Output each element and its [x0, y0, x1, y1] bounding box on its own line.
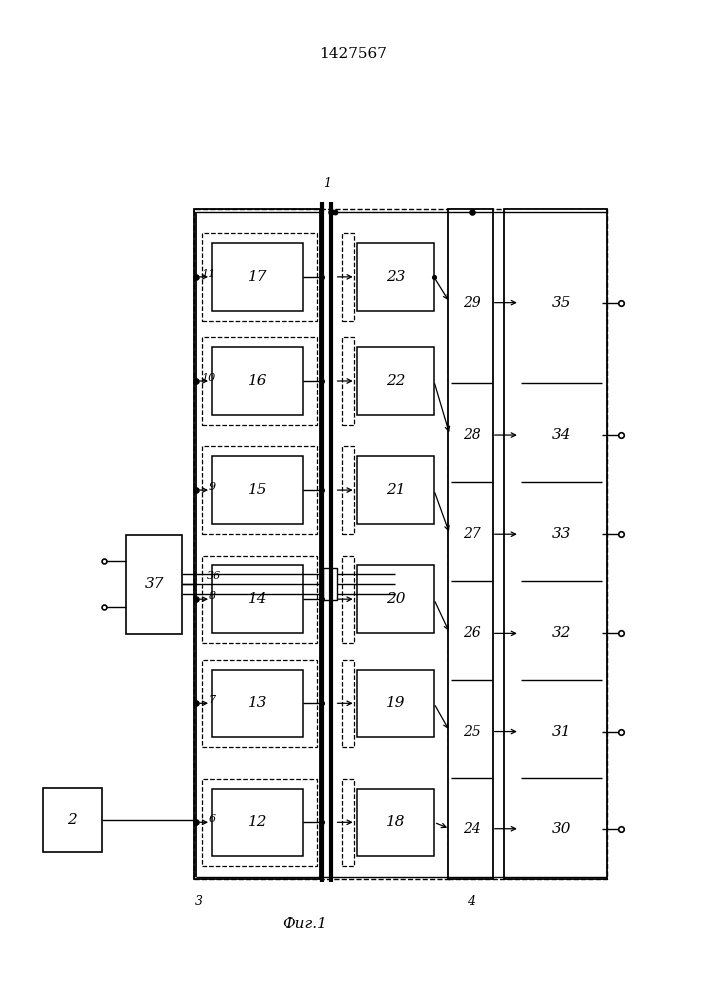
- Text: 9: 9: [209, 482, 216, 492]
- Bar: [212, 347, 303, 415]
- Bar: [202, 779, 317, 866]
- Bar: [357, 456, 434, 524]
- Bar: [341, 660, 354, 747]
- Bar: [202, 556, 317, 643]
- Text: 20: 20: [386, 592, 405, 606]
- Text: 29: 29: [462, 296, 481, 310]
- Bar: [212, 565, 303, 633]
- Text: 32: 32: [551, 626, 571, 640]
- Text: 19: 19: [386, 696, 405, 710]
- Text: 28: 28: [462, 428, 481, 442]
- Text: 10: 10: [201, 373, 216, 383]
- Text: 11: 11: [201, 269, 216, 279]
- Text: 13: 13: [248, 696, 267, 710]
- Bar: [202, 337, 317, 425]
- Text: 25: 25: [462, 725, 481, 739]
- Bar: [212, 789, 303, 856]
- Text: 33: 33: [551, 527, 571, 541]
- Text: 8: 8: [209, 591, 216, 601]
- Text: 1: 1: [323, 177, 331, 190]
- Bar: [212, 670, 303, 737]
- Text: 6: 6: [209, 814, 216, 824]
- Bar: [357, 347, 434, 415]
- Text: 34: 34: [551, 428, 571, 442]
- Text: 2: 2: [67, 813, 77, 827]
- Bar: [202, 660, 317, 747]
- Bar: [357, 670, 434, 737]
- Bar: [127, 535, 182, 634]
- Bar: [324, 568, 337, 600]
- Bar: [341, 556, 354, 643]
- Text: Фиг.1: Фиг.1: [282, 917, 327, 931]
- Bar: [202, 446, 317, 534]
- Text: 37: 37: [145, 577, 164, 591]
- Text: 31: 31: [551, 725, 571, 739]
- Bar: [202, 233, 317, 321]
- Bar: [341, 337, 354, 425]
- Text: 22: 22: [386, 374, 405, 388]
- Text: 35: 35: [551, 296, 571, 310]
- Bar: [212, 456, 303, 524]
- Text: 36: 36: [206, 571, 221, 581]
- Bar: [357, 789, 434, 856]
- Text: 14: 14: [248, 592, 267, 606]
- Bar: [357, 565, 434, 633]
- Text: 1427567: 1427567: [320, 47, 387, 61]
- Text: 24: 24: [462, 822, 481, 836]
- Text: 7: 7: [209, 695, 216, 705]
- Text: 16: 16: [248, 374, 267, 388]
- Text: 26: 26: [462, 626, 481, 640]
- Text: 12: 12: [248, 815, 267, 829]
- Bar: [42, 788, 102, 852]
- Bar: [194, 209, 320, 879]
- Text: 3: 3: [194, 895, 202, 908]
- Text: 18: 18: [386, 815, 405, 829]
- Text: 4: 4: [467, 895, 475, 908]
- Bar: [448, 209, 607, 879]
- Bar: [503, 209, 607, 879]
- Text: 17: 17: [248, 270, 267, 284]
- Bar: [212, 243, 303, 311]
- Bar: [341, 446, 354, 534]
- Bar: [341, 233, 354, 321]
- Bar: [194, 209, 451, 879]
- Bar: [448, 209, 493, 879]
- Text: 30: 30: [551, 822, 571, 836]
- Bar: [357, 243, 434, 311]
- Text: 23: 23: [386, 270, 405, 284]
- Text: 27: 27: [462, 527, 481, 541]
- Text: 15: 15: [248, 483, 267, 497]
- Text: 21: 21: [386, 483, 405, 497]
- Bar: [341, 779, 354, 866]
